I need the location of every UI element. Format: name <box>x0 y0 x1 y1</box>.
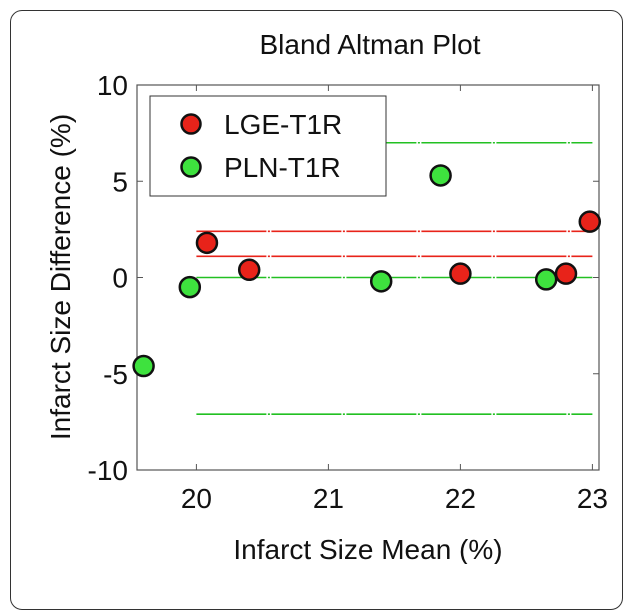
legend-label-pln-t1r: PLN-T1R <box>224 152 341 183</box>
y-axis-label: Infarct Size Difference (%) <box>45 114 76 440</box>
chart-title: Bland Altman Plot <box>259 29 480 60</box>
legend-marker-lge-t1r <box>180 113 202 135</box>
y-tick-label: -5 <box>103 359 128 390</box>
point-pln-t1r-0 <box>132 354 155 378</box>
x-tick-label: 21 <box>313 483 344 514</box>
point-lge-t1r-4 <box>578 210 602 233</box>
legend: LGE-T1R PLN-T1R <box>149 95 387 197</box>
legend-marker-pln-t1r <box>180 156 202 178</box>
y-tick-label: 10 <box>97 70 128 101</box>
point-pln-t1r-1 <box>178 275 202 299</box>
y-tick-label: 0 <box>112 263 128 294</box>
y-axis-ticks: 10 5 0 -5 -10 <box>88 70 599 486</box>
x-axis-label: Infarct Size Mean (%) <box>233 534 502 564</box>
legend-label-lge-t1r: LGE-T1R <box>224 109 342 140</box>
point-lge-t1r-3 <box>554 262 578 285</box>
bland-altman-chart: Bland Altman Plot 20 21 22 23 10 5 0 -5 -10 LGE… <box>45 29 608 564</box>
point-lge-t1r-0 <box>195 231 219 255</box>
y-tick-label: -10 <box>88 455 128 486</box>
point-pln-t1r-3 <box>429 164 452 187</box>
x-tick-label: 23 <box>577 483 608 514</box>
point-lge-t1r-2 <box>449 262 472 285</box>
point-pln-t1r-4 <box>534 268 558 291</box>
x-tick-label: 20 <box>181 483 212 514</box>
y-tick-label: 5 <box>112 166 128 197</box>
point-pln-t1r-2 <box>369 270 393 293</box>
point-lge-t1r-1 <box>237 258 261 282</box>
legend-box <box>149 95 387 197</box>
x-tick-label: 22 <box>445 483 476 514</box>
data-points <box>132 164 602 378</box>
x-axis-ticks: 20 21 22 23 <box>181 85 608 514</box>
